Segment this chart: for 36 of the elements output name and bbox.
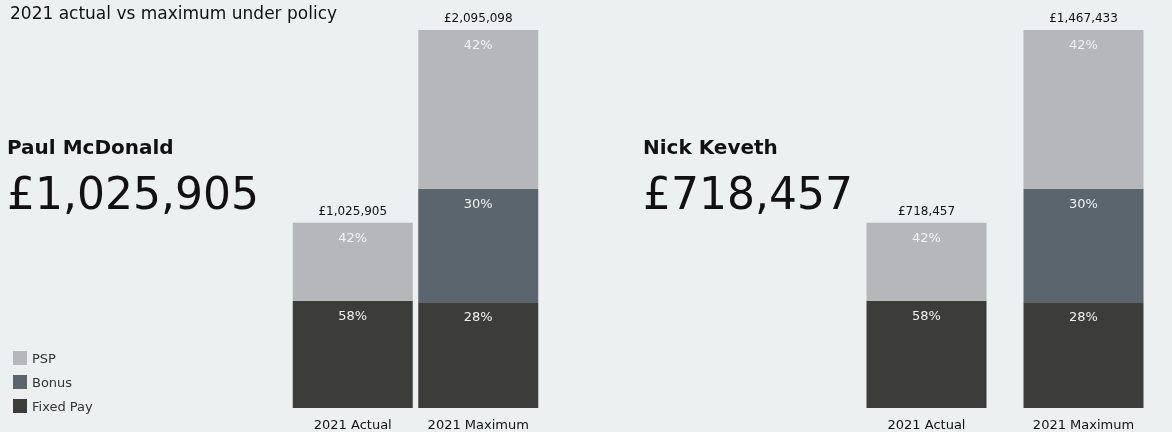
text: Nick Keveth [643, 135, 778, 159]
annotation: 42% [338, 229, 368, 245]
annotation: 42% [463, 37, 493, 52]
annotation: 30% [1069, 195, 1098, 211]
annotation: 42% [912, 229, 941, 245]
legend-label: PSP [32, 350, 57, 366]
bar [418, 302, 539, 408]
annotation: 58% [912, 307, 941, 323]
bar [866, 222, 987, 301]
bar [292, 222, 413, 301]
bar [1023, 30, 1144, 189]
bar [866, 300, 987, 408]
annotation: £2,095,098 [443, 11, 513, 25]
text: £718,457 [643, 167, 853, 219]
bar [418, 188, 539, 303]
x-tick-label: 2021 Actual [313, 417, 392, 432]
annotation: £1,025,905 [318, 203, 388, 218]
annotation: 42% [1069, 37, 1098, 52]
x-tick-label: 2021 Actual [887, 417, 966, 432]
bar [292, 300, 413, 408]
annotation: 28% [463, 309, 493, 325]
annotation: 30% [463, 195, 493, 211]
annotation: £718,457 [897, 203, 956, 218]
text: £1,025,905 [7, 167, 259, 219]
x-tick-label: 2021 Maximum [427, 417, 529, 432]
x-tick-label: 2021 Maximum [1032, 417, 1135, 432]
legend-label: Fixed Pay [32, 398, 94, 414]
text: 2021 actual vs maximum under policy [10, 2, 338, 23]
annotation: £1,467,433 [1049, 11, 1118, 25]
legend-label: Bonus [32, 374, 73, 390]
annotation: 28% [1069, 309, 1098, 325]
text: Paul McDonald [7, 135, 174, 159]
annotation: 58% [338, 307, 368, 323]
bar [418, 30, 539, 189]
bar [1023, 302, 1144, 408]
bar [1023, 188, 1144, 303]
